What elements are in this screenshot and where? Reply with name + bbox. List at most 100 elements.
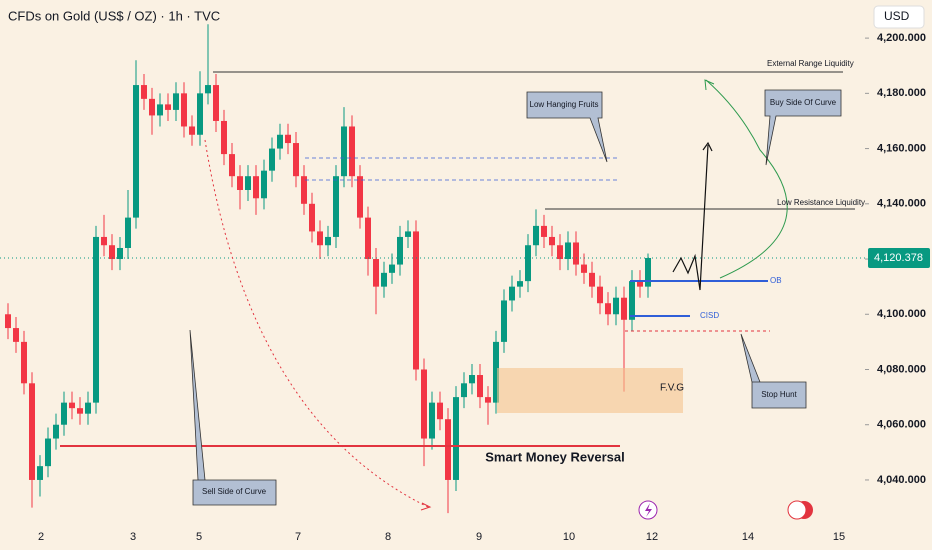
x-tick-label: 2 [38, 531, 44, 543]
y-tick-label: 4,100.000 [877, 308, 926, 320]
candle-body [637, 281, 643, 287]
candle-body [581, 264, 587, 273]
candle-body [525, 245, 531, 282]
candle-body [461, 383, 467, 398]
annotation: Stop Hunt [761, 390, 797, 399]
candle-body [397, 236, 403, 265]
candle-body [317, 231, 323, 246]
candle-body [69, 402, 75, 409]
candle-body [405, 231, 411, 237]
x-tick-label: 3 [130, 531, 136, 543]
currency-button[interactable] [873, 5, 925, 29]
currency-label[interactable]: USD [884, 9, 910, 23]
candle-body [53, 424, 59, 439]
candle-body [277, 134, 283, 149]
candle-body [421, 369, 427, 439]
candle-body [605, 303, 611, 315]
candle-body [549, 236, 555, 246]
annotation: Sell Side of Curve [202, 487, 267, 496]
candle-body [621, 297, 627, 320]
candle-body [429, 402, 435, 439]
y-tick-label: 4,040.000 [877, 474, 926, 486]
candle-body [85, 402, 91, 414]
candle-body [517, 281, 523, 287]
x-tick-label: 9 [476, 531, 482, 543]
candle-body [373, 259, 379, 287]
candle-body [533, 225, 539, 246]
x-tick-label: 14 [742, 531, 754, 543]
arrow-head [704, 79, 715, 91]
arrow-head [420, 502, 432, 511]
candle-body [381, 272, 387, 287]
candle-body [469, 375, 475, 384]
candle-body [445, 419, 451, 480]
x-tick-label: 12 [646, 531, 658, 543]
candle-body [197, 93, 203, 135]
x-tick-label: 10 [563, 531, 575, 543]
candle-body [573, 242, 579, 265]
y-tick-label: 4,140.000 [877, 198, 926, 210]
candle-body [589, 272, 595, 287]
candle-body [357, 176, 363, 218]
candle-body [13, 328, 19, 342]
annotation: Smart Money Reversal [485, 449, 624, 464]
candle-body [629, 281, 635, 320]
candle-body [485, 397, 491, 403]
candle-body [453, 397, 459, 480]
candle-body [109, 245, 115, 260]
candle-body [189, 126, 195, 135]
candle-body [349, 126, 355, 177]
candle-body [117, 247, 123, 260]
buy-curve [705, 79, 788, 279]
candle-body [213, 85, 219, 121]
candle-body [101, 236, 107, 246]
candle-body [565, 242, 571, 260]
candle-body [413, 231, 419, 370]
candle-body [125, 217, 131, 248]
candle-body [141, 85, 147, 99]
candle-body [205, 85, 211, 94]
candle-body [157, 104, 163, 116]
callout [764, 89, 842, 166]
candle-body [365, 217, 371, 260]
candle-body [221, 120, 227, 155]
candle-body [37, 466, 43, 480]
candle-body [253, 176, 259, 199]
candle-body [229, 154, 235, 177]
candle-body [645, 257, 651, 287]
candle-body [301, 176, 307, 204]
last-price-box [868, 247, 930, 268]
fvg-box [497, 368, 683, 413]
price-layer: 4,040.000 4,060.000 4,080.000 4,100.000 4,12… [0, 24, 930, 543]
candle-body [93, 236, 99, 403]
candle-body [285, 134, 291, 144]
candle-body [509, 286, 515, 301]
chart-title: CFDs on Gold (US$ / OZ) · 1h · TVC [8, 8, 220, 23]
candle-body [245, 176, 251, 190]
flag-icon[interactable] [787, 500, 807, 520]
annotation: Low Hanging Fruits [530, 100, 599, 109]
candle-body [133, 85, 139, 218]
x-tick-label: 7 [295, 531, 301, 543]
candle-body [437, 402, 443, 420]
candle-body [293, 143, 299, 177]
candle-body [29, 383, 35, 480]
last-price-label: 4,120.378 [874, 252, 923, 264]
candle-body [309, 203, 315, 232]
x-tick-label: 5 [196, 531, 202, 543]
candle-body [269, 148, 275, 171]
candle-body [541, 225, 547, 237]
annotation: CISD [700, 311, 719, 320]
annotation: F.V.G [660, 383, 684, 394]
callout [526, 91, 608, 163]
candle-body [341, 126, 347, 177]
event-icon [645, 503, 652, 517]
candle-body [333, 176, 339, 237]
zigzag [672, 144, 709, 291]
sell-curve [204, 139, 429, 508]
candle-body [21, 341, 27, 384]
candle-body [61, 402, 67, 425]
callout [189, 329, 277, 506]
annotation: Buy Side Of Curve [770, 98, 837, 107]
